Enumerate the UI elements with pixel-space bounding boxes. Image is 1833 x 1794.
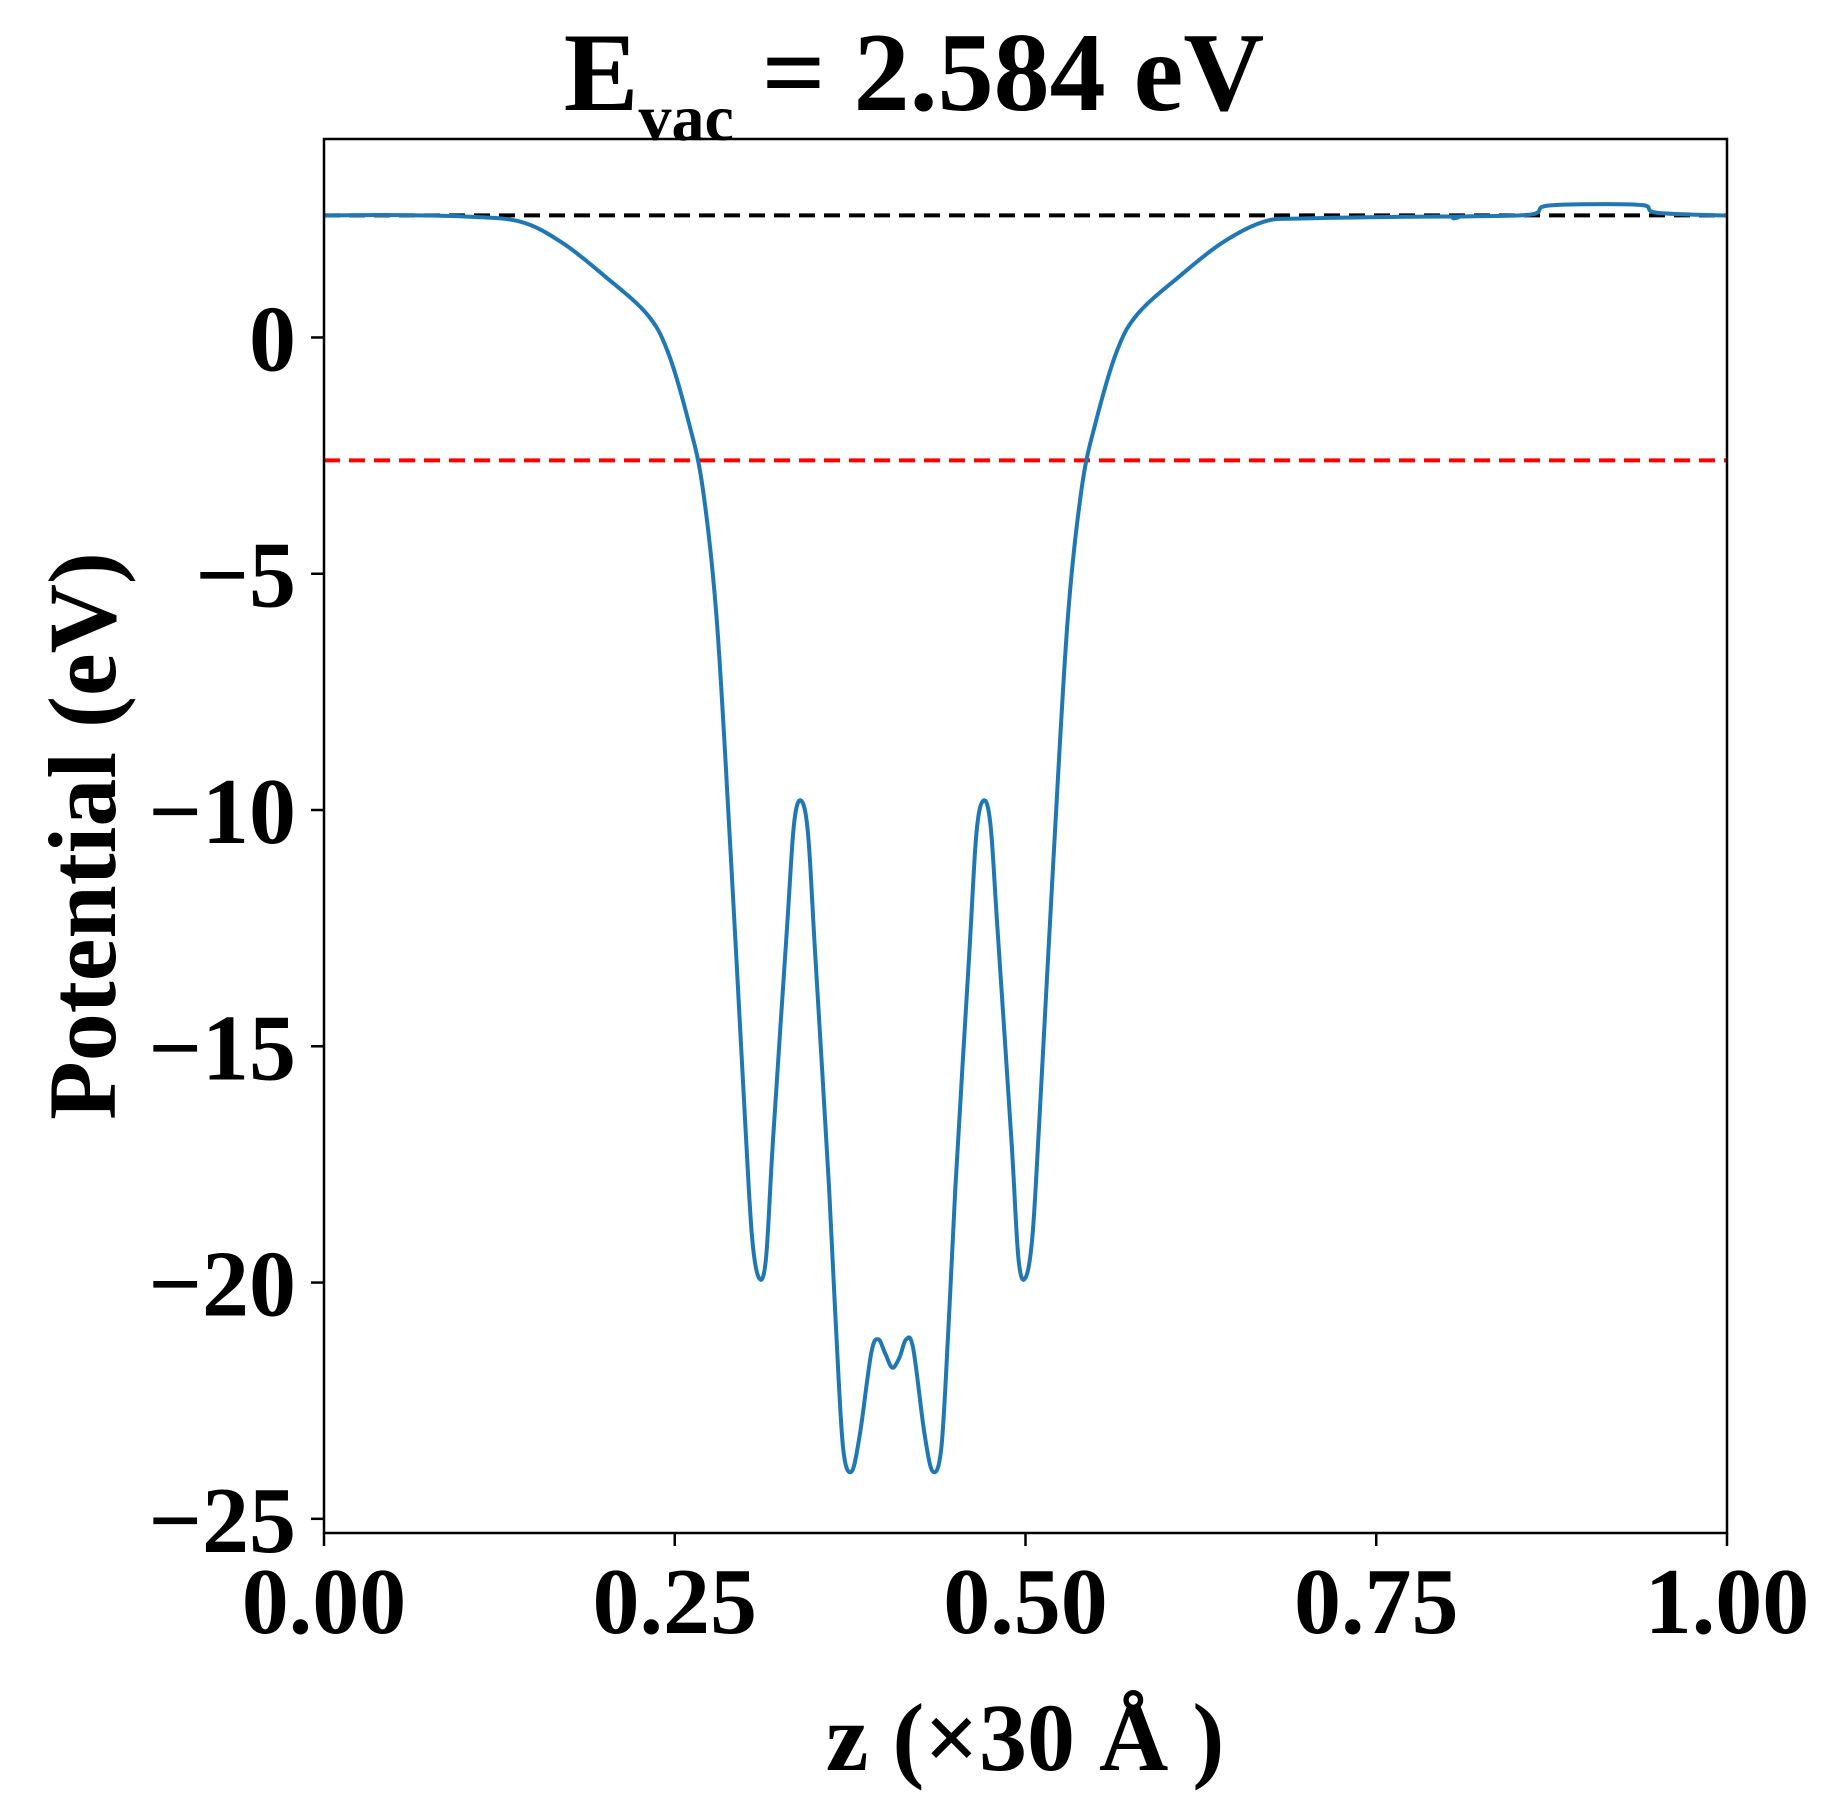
x-axis-label: z (×30 Å ) [826,1684,1225,1791]
y-tick-label-2: −10 [148,760,296,864]
y-axis-label: Potential (eV) [29,552,136,1120]
plot-frame [322,137,1729,1535]
chart-title: Evac = 2.584 eV [564,11,1264,155]
y-tick-label-4: −20 [148,1233,296,1337]
reference-lines [324,213,1727,463]
x-tick-label-2: 0.50 [943,1550,1108,1654]
series-layer [323,202,1728,1475]
chart-title-rest: = 2.584 eV [734,11,1264,135]
series-line-0 [323,202,1728,1475]
y-tick-label-0: 0 [249,287,296,391]
x-axis-ticks: 0.00 0.25 0.50 0.75 1.00 [242,1533,1810,1654]
x-tick-label-1: 0.25 [593,1550,758,1654]
x-tick-label-0: 0.00 [242,1550,407,1654]
y-tick-label-5: −25 [148,1469,296,1573]
chart-title-subscript: vac [638,82,733,155]
y-tick-label-3: −15 [148,996,296,1100]
x-tick-label-3: 0.75 [1294,1550,1459,1654]
chart-title-main: E [564,11,639,135]
x-tick-label-4: 1.00 [1645,1550,1810,1654]
y-axis-ticks: 0 −5 −10 −15 −20 −25 [148,287,324,1573]
y-tick-label-1: −5 [195,524,296,628]
